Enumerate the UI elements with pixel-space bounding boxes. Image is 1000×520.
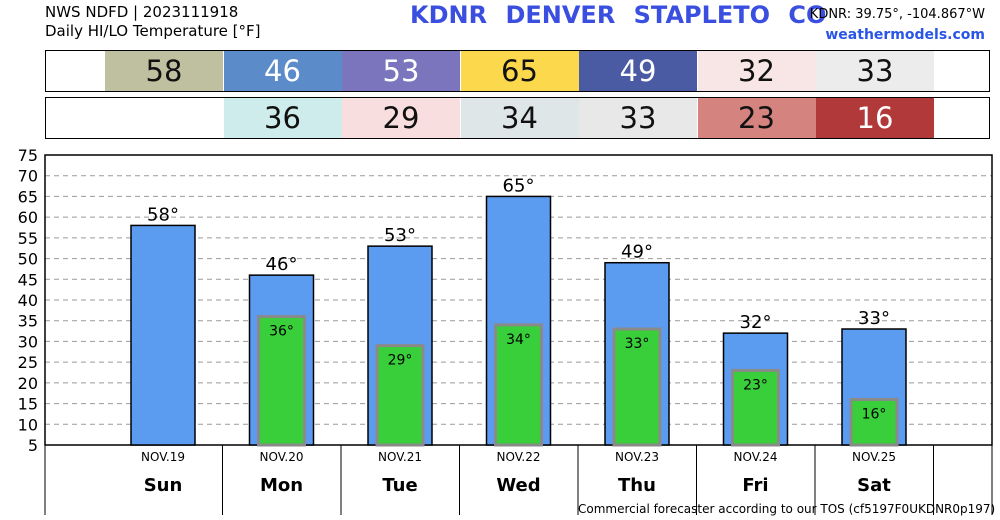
date-label: NOV.20	[260, 450, 304, 464]
y-tick-label: 5	[28, 436, 38, 455]
high-bar-label: 33°	[858, 308, 890, 329]
low-bar	[731, 368, 780, 447]
high-bar-label: 32°	[740, 312, 772, 333]
low-bar-label: 29°	[388, 353, 413, 369]
y-tick-label: 60	[18, 208, 38, 227]
high-temp-cell: 32	[697, 51, 816, 91]
high-temp-strip: 58 46 53 65 49 32 33	[45, 50, 990, 92]
low-temp-cell: 29	[342, 98, 460, 138]
low-bar-label: 36°	[269, 324, 294, 340]
high-bar-label: 46°	[266, 254, 298, 275]
day-label: Sat	[857, 475, 891, 496]
day-label: Sun	[144, 475, 183, 496]
day-label: Tue	[382, 475, 417, 496]
low-bar	[494, 323, 543, 447]
low-bar	[257, 315, 306, 447]
high-bar-label: 65°	[503, 175, 535, 196]
low-temp-cell: 33	[579, 98, 697, 138]
y-tick-label: 50	[18, 250, 38, 269]
high-bar-label: 53°	[384, 225, 416, 246]
header-right: KDNR: 39.75°, -104.867°W weathermodels.c…	[810, 5, 985, 45]
y-tick-label: 40	[18, 291, 38, 310]
high-temp-cell: 33	[816, 51, 934, 91]
high-temp-cell: 53	[342, 51, 460, 91]
date-label: NOV.19	[141, 450, 185, 464]
low-bar-label: 34°	[506, 332, 531, 348]
low-bar	[375, 344, 425, 447]
low-temp-cell: 34	[460, 98, 579, 138]
y-tick-label: 65	[18, 187, 38, 206]
low-bar	[612, 327, 662, 447]
y-tick-label: 15	[18, 395, 38, 414]
day-label: Wed	[496, 475, 540, 496]
y-tick-label: 55	[18, 229, 38, 248]
y-tick-label: 70	[18, 167, 38, 186]
y-tick-label: 35	[18, 312, 38, 331]
low-bar-label: 23°	[743, 377, 768, 393]
low-temp-strip: 36 29 34 33 23 16	[45, 97, 990, 139]
y-tick-label: 45	[18, 270, 38, 289]
high-temp-cell: 58	[105, 51, 223, 91]
low-temp-cell: 36	[223, 98, 342, 138]
station-coords: KDNR: 39.75°, -104.867°W	[809, 7, 985, 22]
y-tick-label: 30	[18, 332, 38, 351]
low-temp-cell: 16	[816, 98, 934, 138]
site-link[interactable]: weathermodels.com	[825, 27, 985, 43]
date-label: NOV.22	[497, 450, 541, 464]
high-temp-cell: 46	[223, 51, 342, 91]
footer-disclaimer: Commercial forecaster according to our T…	[578, 502, 996, 516]
station-title: KDNR DENVER STAPLETO CO	[410, 1, 827, 29]
low-bar	[849, 397, 899, 447]
day-label: Mon	[260, 475, 303, 496]
high-temp-cell: 49	[579, 51, 697, 91]
high-bar	[130, 224, 196, 446]
y-tick-label: 10	[18, 415, 38, 434]
date-label: NOV.24	[734, 450, 778, 464]
low-temp-cell: 23	[697, 98, 816, 138]
low-bar-label: 16°	[862, 406, 887, 422]
high-temp-cell: 65	[460, 51, 579, 91]
day-label: Fri	[742, 475, 768, 496]
high-bar-label: 58°	[147, 204, 179, 225]
y-tick-label: 20	[18, 374, 38, 393]
header-info: NWS NDFD | 2023111918 Daily HI/LO Temper…	[45, 3, 261, 41]
day-label: Thu	[618, 475, 656, 496]
date-label: NOV.25	[852, 450, 896, 464]
low-bar-label: 33°	[625, 336, 650, 352]
product-label: Daily HI/LO Temperature [°F]	[45, 22, 261, 40]
y-tick-label: 25	[18, 353, 38, 372]
model-run-label: NWS NDFD | 2023111918	[45, 3, 239, 21]
high-bar-label: 49°	[621, 242, 653, 263]
date-label: NOV.21	[378, 450, 422, 464]
y-tick-label: 75	[18, 146, 38, 165]
date-label: NOV.23	[615, 450, 659, 464]
